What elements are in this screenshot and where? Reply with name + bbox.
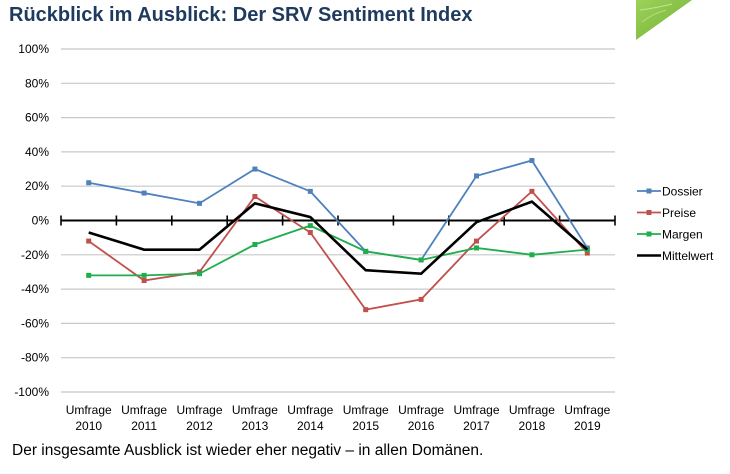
data-point <box>307 223 313 229</box>
data-point <box>529 157 535 163</box>
data-point <box>418 296 424 302</box>
series-dossier <box>86 157 590 263</box>
y-tick-label: -20% <box>21 248 49 262</box>
y-tick-label: 40% <box>25 145 49 159</box>
legend-label: Margen <box>662 228 703 242</box>
gridlines <box>61 48 615 393</box>
data-point <box>418 257 424 263</box>
x-axis-tick-labels: Umfrage 2010 Umfrage 2011 Umfrage 2012 Umfrage… <box>66 403 611 433</box>
legend-item-dossier: Dossier <box>637 185 703 199</box>
legend-item-mittelwert: Mittelwert <box>637 249 714 263</box>
y-tick-label: -100% <box>14 385 49 399</box>
y-axis-tick-labels: 100% 80% 60% 40% 20% 0% -20% -40% -60% -80% -100% <box>14 42 49 399</box>
legend-marker <box>646 210 652 215</box>
series-mittelwert <box>88 200 589 275</box>
series-line <box>88 159 589 261</box>
data-point <box>197 271 202 277</box>
legend-marker <box>646 231 652 237</box>
data-point <box>86 180 92 186</box>
x-tick-label: Umfrage 2016 <box>398 403 444 433</box>
data-point <box>86 238 92 244</box>
data-point <box>252 193 258 199</box>
y-tick-label: 0% <box>32 214 50 228</box>
x-tick-label: Umfrage 2018 <box>509 403 555 433</box>
data-point <box>197 200 202 206</box>
y-tick-label: 80% <box>25 76 49 90</box>
data-point <box>307 188 313 194</box>
series-line <box>88 190 588 311</box>
data-point <box>474 245 479 251</box>
x-tick-label: Umfrage 2015 <box>343 403 389 433</box>
legend: Dossier Preise Margen Mittelwert <box>637 185 714 263</box>
y-tick-label: -60% <box>21 316 49 330</box>
y-tick-label: 20% <box>25 179 49 193</box>
y-tick-label: 100% <box>18 42 49 56</box>
data-point <box>141 190 147 196</box>
series-line <box>88 224 588 277</box>
x-tick-label: Umfrage 2011 <box>121 403 167 433</box>
series-lines <box>86 157 590 313</box>
x-tick-label: Umfrage 2017 <box>453 403 499 433</box>
data-point <box>529 252 535 258</box>
data-point <box>307 230 313 236</box>
data-point <box>86 272 92 278</box>
data-point <box>529 188 535 194</box>
x-tick-label: Umfrage 2012 <box>176 403 222 433</box>
x-tick-label: Umfrage 2010 <box>66 403 112 433</box>
legend-label: Preise <box>662 206 696 220</box>
leaf-decoration-icon <box>636 0 692 40</box>
legend-label: Dossier <box>662 185 703 199</box>
legend-label: Mittelwert <box>662 249 714 263</box>
page-title: Rückblick im Ausblick: Der SRV Sentiment… <box>9 4 473 26</box>
footer-caption: Der insgesamte Ausblick ist wieder eher … <box>12 442 484 459</box>
legend-item-preise: Preise <box>637 206 696 220</box>
legend-item-margen: Margen <box>637 228 703 242</box>
x-tick-label: Umfrage 2014 <box>287 403 333 433</box>
data-point <box>584 250 590 256</box>
data-point <box>363 307 369 313</box>
data-point <box>474 173 479 179</box>
data-point <box>474 238 479 244</box>
x-tick-label: Umfrage 2013 <box>232 403 278 433</box>
x-tick-label: Umfrage 2019 <box>564 403 610 433</box>
series-margen <box>86 223 590 278</box>
data-point <box>141 272 147 278</box>
data-point <box>252 242 258 248</box>
data-point <box>141 278 147 284</box>
series-line <box>88 200 589 275</box>
legend-marker <box>646 188 652 194</box>
data-point <box>252 166 258 172</box>
y-tick-label: -40% <box>21 282 49 296</box>
y-tick-label: -80% <box>21 351 49 365</box>
data-point <box>363 248 369 254</box>
y-tick-label: 60% <box>25 111 49 125</box>
